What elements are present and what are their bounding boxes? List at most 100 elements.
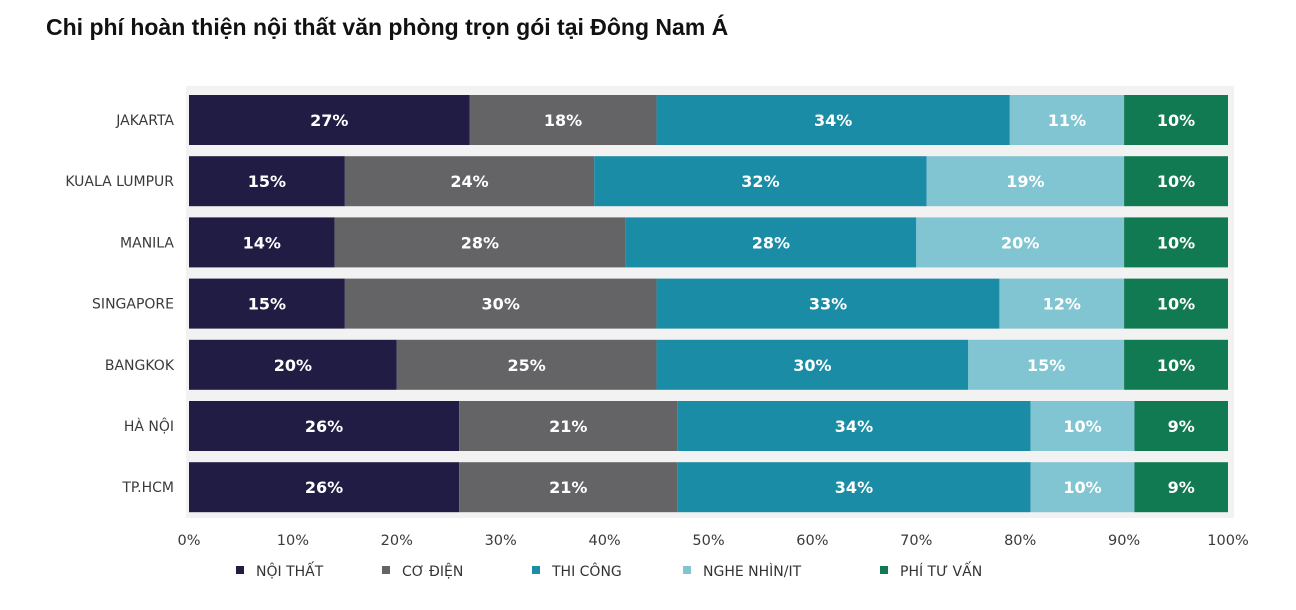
bar-value-label: 20%: [274, 356, 312, 375]
bar-segment: [1124, 95, 1228, 145]
bar-segment: [1030, 401, 1135, 451]
x-tick-label: 90%: [1108, 533, 1140, 549]
bar-segment: [189, 339, 397, 390]
bar-value-label: 34%: [835, 478, 873, 497]
bar-value-label: 21%: [549, 478, 587, 497]
bar-segment: [344, 156, 595, 207]
bar-segment: [334, 217, 626, 268]
bar-segment: [189, 462, 460, 513]
bar-value-label: 28%: [752, 233, 790, 252]
legend: NỘI THẤT CƠ ĐIỆN THI CÔNG NGHE NHÌN/IT PHÍ T…: [236, 561, 982, 580]
bar-value-label: 33%: [809, 295, 847, 314]
bar-value-label: 34%: [814, 111, 852, 130]
x-tick-label: 10%: [277, 533, 309, 549]
bar-value-label: 15%: [248, 295, 286, 314]
bar-value-label: 15%: [248, 172, 286, 191]
bar-segment: [189, 401, 460, 451]
bar-segment: [594, 156, 927, 207]
bar-segment: [656, 339, 969, 390]
bar-value-label: 20%: [1001, 233, 1039, 252]
bar-segment: [1009, 95, 1125, 145]
bar-value-label: 10%: [1157, 295, 1195, 314]
legend-label: THI CÔNG: [551, 562, 622, 580]
bar-segment: [1030, 462, 1135, 513]
legend-swatch: [236, 566, 244, 574]
category-label: JAKARTA: [115, 113, 174, 129]
bar-segment: [1124, 278, 1228, 329]
x-tick-label: 20%: [381, 533, 413, 549]
bar-value-label: 34%: [835, 417, 873, 436]
bar-value-label: 19%: [1006, 172, 1044, 191]
bar-segment: [396, 339, 657, 390]
bar-segment: [344, 278, 657, 329]
category-label: KUALA LUMPUR: [65, 174, 174, 190]
bar-value-label: 15%: [1027, 356, 1065, 375]
bar-segment: [189, 278, 345, 329]
legend-swatch: [532, 566, 540, 574]
legend-swatch: [880, 566, 888, 574]
bar-value-label: 9%: [1168, 478, 1195, 497]
bar-value-label: 14%: [243, 233, 281, 252]
bar-segment: [189, 156, 345, 207]
legend-label: PHÍ TƯ VẤN: [900, 561, 982, 580]
bar-segment: [677, 401, 1031, 451]
bar-value-label: 30%: [793, 356, 831, 375]
bar-value-label: 9%: [1168, 417, 1195, 436]
bar-value-label: 11%: [1048, 111, 1086, 130]
bars-layer: 27% 18% 34% 11% 10% 15% 24% 32% 19% 10% 14% 28% 28% 2…: [189, 95, 1228, 513]
x-tick-label: 80%: [1004, 533, 1036, 549]
bar-segment: [1124, 339, 1228, 390]
legend-label: NỘI THẤT: [256, 561, 324, 580]
x-tick-label: 70%: [900, 533, 932, 549]
bar-value-label: 30%: [482, 295, 520, 314]
chart-title: Chi phí hoàn thiện nội thất văn phòng tr…: [46, 14, 729, 40]
bar-segment: [1124, 156, 1228, 207]
x-tick-label: 60%: [796, 533, 828, 549]
bar-segment: [999, 278, 1125, 329]
bar-value-label: 32%: [741, 172, 779, 191]
category-labels: JAKARTA KUALA LUMPUR MANILA SINGAPORE BANGKO…: [65, 113, 174, 496]
bar-value-label: 24%: [450, 172, 488, 191]
x-tick-label: 100%: [1207, 533, 1248, 549]
bar-value-label: 10%: [1157, 233, 1195, 252]
category-label: HÀ NỘI: [124, 417, 174, 435]
bar-value-label: 21%: [549, 417, 587, 436]
category-label: BANGKOK: [105, 358, 175, 374]
bar-segment: [1124, 217, 1228, 268]
bar-value-label: 26%: [305, 417, 343, 436]
legend-swatch: [683, 566, 691, 574]
category-label: TP.HCM: [121, 480, 174, 496]
bar-value-label: 10%: [1157, 172, 1195, 191]
legend-label: CƠ ĐIỆN: [402, 562, 463, 580]
bar-segment: [625, 217, 917, 268]
x-tick-label: 50%: [692, 533, 724, 549]
bar-segment: [1134, 462, 1228, 513]
x-tick-label: 30%: [485, 533, 517, 549]
bar-value-label: 28%: [461, 233, 499, 252]
bar-segment: [469, 95, 657, 145]
bar-value-label: 10%: [1157, 356, 1195, 375]
bar-segment: [189, 217, 335, 268]
x-tick-label: 0%: [177, 533, 200, 549]
bar-segment: [968, 339, 1125, 390]
bar-segment: [459, 401, 678, 451]
bar-segment: [916, 217, 1125, 268]
bar-segment: [677, 462, 1031, 513]
bar-segment: [656, 95, 1010, 145]
bar-value-label: 10%: [1063, 417, 1101, 436]
bar-value-label: 27%: [310, 111, 348, 130]
bar-segment: [926, 156, 1125, 207]
bar-value-label: 12%: [1043, 295, 1081, 314]
bar-segment: [459, 462, 678, 513]
bar-segment: [189, 95, 470, 145]
legend-swatch: [382, 566, 390, 574]
legend-label: NGHE NHÌN/IT: [703, 563, 802, 580]
category-label: SINGAPORE: [92, 297, 174, 313]
bar-value-label: 10%: [1157, 111, 1195, 130]
bar-value-label: 26%: [305, 478, 343, 497]
bar-value-label: 25%: [508, 356, 546, 375]
bar-value-label: 10%: [1063, 478, 1101, 497]
bar-segment: [1134, 401, 1228, 451]
x-tick-label: 40%: [588, 533, 620, 549]
